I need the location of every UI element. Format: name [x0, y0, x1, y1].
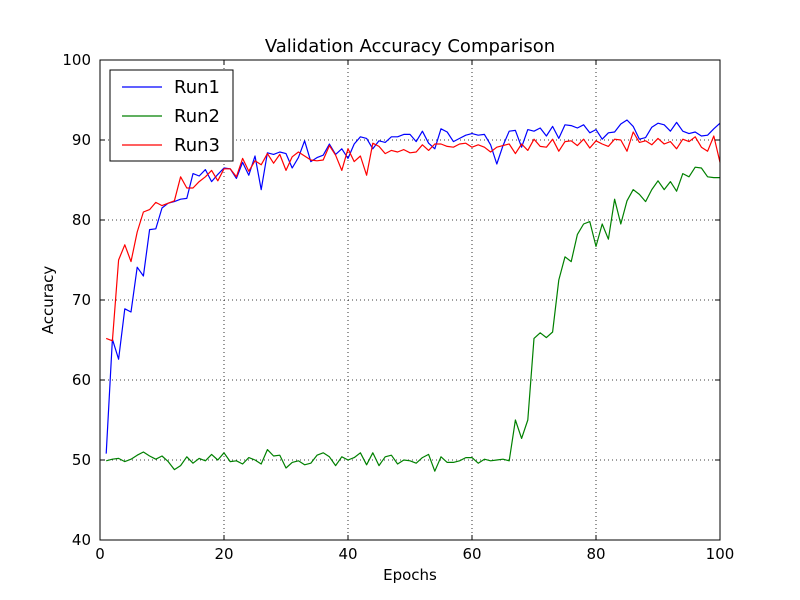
- legend-label-run3: Run3: [174, 135, 220, 156]
- x-tick-label: 80: [586, 545, 605, 563]
- x-tick-label: 60: [462, 545, 481, 563]
- y-tick-label: 90: [72, 131, 91, 149]
- x-tick-label: 0: [95, 545, 105, 563]
- chart-title: Validation Accuracy Comparison: [265, 36, 555, 57]
- y-tick-label: 40: [72, 531, 91, 549]
- y-tick-labels: 40 50 60 70 80 90 100: [62, 51, 91, 549]
- series-group: [105, 119, 721, 472]
- series-line-run1: [105, 119, 721, 454]
- x-tick-label: 40: [338, 545, 357, 563]
- legend-label-run1: Run1: [174, 77, 220, 98]
- series-line-run3: [105, 131, 721, 342]
- x-tick-label: 20: [214, 545, 233, 563]
- x-tick-labels: 0 20 40 60 80 100: [95, 545, 734, 563]
- legend: Run1 Run2 Run3: [109, 69, 234, 162]
- y-axis-label: Accuracy: [39, 266, 57, 335]
- legend-label-run2: Run2: [174, 106, 220, 127]
- x-tick-label: 100: [706, 545, 735, 563]
- y-tick-label: 80: [72, 211, 91, 229]
- x-axis-label: Epochs: [383, 566, 437, 584]
- axis-ticks: [99, 59, 721, 541]
- y-tick-label: 50: [72, 451, 91, 469]
- y-tick-label: 70: [72, 291, 91, 309]
- series-line-run2: [106, 166, 720, 472]
- y-tick-label: 60: [72, 371, 91, 389]
- y-tick-label: 100: [62, 51, 91, 69]
